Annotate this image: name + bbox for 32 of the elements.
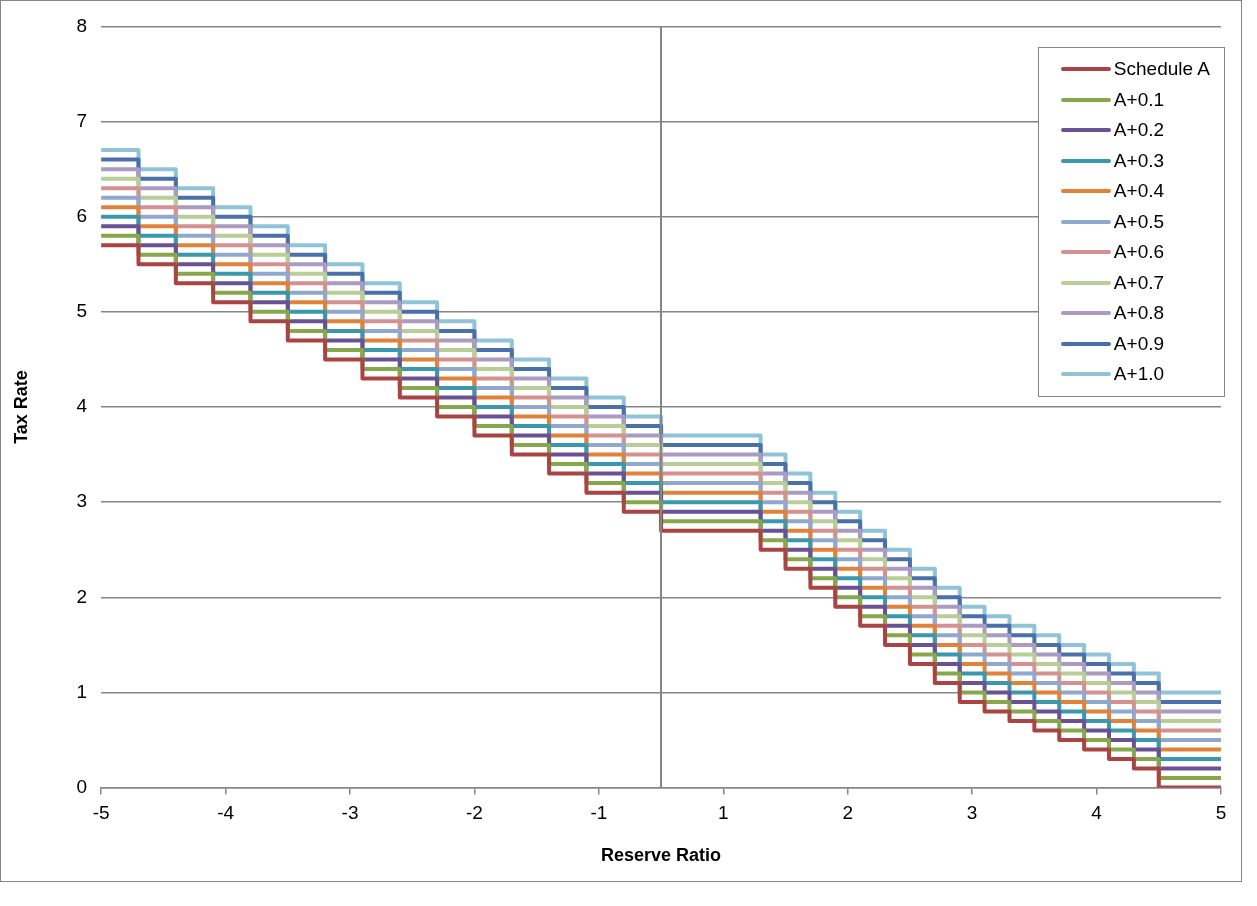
legend-label: A+0.2: [1113, 119, 1165, 142]
y-tick-label: 1: [76, 680, 88, 702]
y-tick-label: 2: [76, 585, 88, 607]
x-tick-label: -5: [92, 802, 110, 824]
y-tick-label: 6: [76, 204, 88, 226]
x-tick-label: 4: [1091, 802, 1103, 824]
y-tick-label: 3: [76, 490, 88, 512]
legend-label: A+0.3: [1113, 149, 1165, 172]
legend-label: A+0.4: [1113, 180, 1165, 203]
legend-label: Schedule A: [1113, 58, 1210, 81]
y-tick-label: 0: [76, 775, 88, 797]
y-tick-label: 4: [76, 395, 88, 417]
legend-label: A+1.0: [1113, 363, 1165, 386]
legend-label: A+0.7: [1113, 271, 1165, 294]
y-tick-label: 7: [76, 109, 88, 131]
x-tick-label: -3: [341, 802, 359, 824]
x-tick-label: 1: [718, 802, 729, 824]
x-tick-label: 2: [842, 802, 854, 824]
legend-label: A+0.1: [1113, 88, 1165, 111]
x-axis-title: Reserve Ratio: [601, 845, 722, 866]
y-tick-label: 8: [76, 14, 88, 36]
x-tick-label: -2: [465, 802, 483, 824]
y-tick-label: 5: [76, 300, 88, 322]
legend-label: A+0.8: [1113, 302, 1165, 325]
legend-label: A+0.9: [1113, 332, 1165, 355]
x-tick-label: 5: [1215, 802, 1227, 824]
x-tick-label: -1: [590, 802, 608, 824]
x-tick-label: 3: [966, 802, 978, 824]
x-tick-label: -4: [217, 802, 235, 824]
legend-label: A+0.5: [1113, 210, 1165, 233]
y-axis-title: Tax Rate: [10, 370, 31, 444]
legend-label: A+0.6: [1113, 241, 1165, 264]
